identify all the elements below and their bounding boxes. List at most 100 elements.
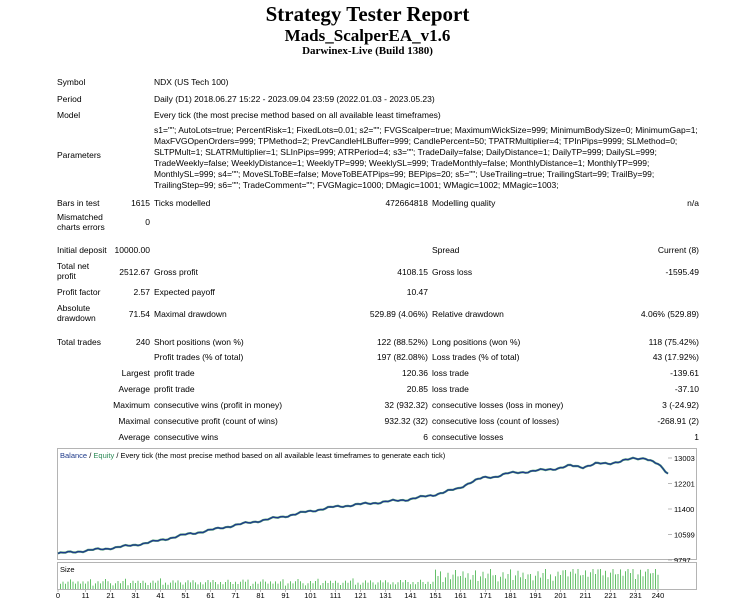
netprofit-label-2: profit: [57, 271, 76, 281]
absdd-value: 71.54: [128, 309, 150, 319]
legend-balance: Balance: [60, 451, 88, 460]
x-tick-label: 111: [330, 591, 341, 600]
ticks-label: Ticks modelled: [154, 198, 211, 208]
report-title: Strategy Tester Report: [265, 2, 470, 26]
model-label: Model: [57, 110, 81, 120]
parameters-label: Parameters: [57, 150, 101, 160]
parameters-value: s1=""; AutoLots=true; PercentRisk=1; Fix…: [154, 125, 698, 190]
period-value: Daily (D1) 2018.06.27 15:22 - 2023.09.04…: [154, 94, 435, 104]
quality-value: n/a: [687, 198, 699, 208]
x-tick-label: 151: [429, 591, 442, 600]
payoff-value: 10.47: [406, 287, 428, 297]
deposit-label: Initial deposit: [57, 245, 107, 255]
x-tick-label: 181: [504, 591, 517, 600]
max-cons-wins-label: consecutive wins (profit in money): [154, 400, 283, 410]
maximal-cons-profit-value: 932.32 (32): [384, 416, 428, 426]
model-value: Every tick (the most precise method base…: [154, 110, 441, 120]
trades-value: 240: [135, 337, 150, 347]
x-tick-label: 211: [580, 591, 592, 600]
period-label: Period: [57, 94, 82, 104]
x-tick-label: 91: [281, 591, 289, 600]
average-label: Average: [118, 384, 150, 394]
short-value: 122 (88.52%): [376, 337, 428, 347]
maximum-label: Maximum: [113, 400, 150, 410]
max-cons-wins-value: 32 (932.32): [384, 400, 428, 410]
profit-trades-label: Profit trades (% of total): [154, 352, 244, 362]
ticks-value: 472664818: [385, 198, 428, 208]
x-tick-label: 11: [82, 591, 90, 600]
maximal-cons-profit-label: consecutive profit (count of wins): [154, 416, 278, 426]
max-cons-losses-value: 3 (-24.92): [662, 400, 699, 410]
x-tick-label: 0: [56, 591, 60, 600]
largest-profit-label: profit trade: [154, 368, 195, 378]
bars-value: 1615: [131, 198, 150, 208]
legend-sep: /: [89, 451, 92, 460]
long-value: 118 (75.42%): [648, 337, 699, 347]
average2-label: Average: [118, 432, 150, 442]
x-tick-label: 231: [629, 591, 642, 600]
maximal-cons-loss-label: consecutive loss (count of losses): [432, 416, 560, 426]
grossprofit-label: Gross profit: [154, 267, 198, 277]
largest-loss-label: loss trade: [432, 368, 469, 378]
netprofit-label-1: Total net: [57, 261, 90, 271]
reldd-label: Relative drawdown: [432, 309, 504, 319]
average-loss-value: -37.10: [674, 384, 699, 394]
x-tick-label: 240: [652, 591, 665, 600]
deposit-value: 10000.00: [114, 245, 150, 255]
balance-chart-frame: [57, 448, 697, 560]
maximal-cons-loss-value: -268.91 (2): [657, 416, 699, 426]
loss-trades-value: 43 (17.92%): [652, 352, 699, 362]
average-loss-label: loss trade: [432, 384, 469, 394]
reldd-value: 4.06% (529.89): [640, 309, 699, 319]
spread-value: Current (8): [657, 245, 699, 255]
max-cons-losses-label: consecutive losses (loss in money): [432, 400, 564, 410]
x-tick-label: 61: [206, 591, 214, 600]
spread-label: Spread: [432, 245, 460, 255]
x-tick-label: 121: [354, 591, 367, 600]
x-tick-label: 31: [131, 591, 139, 600]
size-label: Size: [60, 565, 75, 574]
loss-trades-label: Loss trades (% of total): [432, 352, 520, 362]
quality-label: Modelling quality: [432, 198, 496, 208]
expert-name: Mads_ScalperEA_v1.6: [284, 26, 451, 45]
avg-cons-wins-label: consecutive wins: [154, 432, 219, 442]
average-profit-label: profit trade: [154, 384, 195, 394]
mismatch-label-1: Mismatched: [57, 212, 103, 222]
x-tick-label: 171: [479, 591, 492, 600]
avg-cons-losses-label: consecutive losses: [432, 432, 504, 442]
avg-cons-wins-value: 6: [423, 432, 428, 442]
largest-profit-value: 120.36: [402, 368, 428, 378]
x-tick-label: 51: [181, 591, 189, 600]
x-tick-label: 131: [379, 591, 392, 600]
maxdd-label: Maximal drawdown: [154, 309, 227, 319]
long-label: Long positions (won %): [432, 337, 521, 347]
grossloss-label: Gross loss: [432, 267, 473, 277]
symbol-value: NDX (US Tech 100): [154, 77, 229, 87]
x-tick-label: 71: [231, 591, 239, 600]
netprofit-value: 2512.67: [119, 267, 150, 277]
x-tick-label: 81: [256, 591, 264, 600]
chart-legend: Balance / Equity / Every tick (the most …: [60, 451, 445, 461]
profit-trades-value: 197 (82.08%): [376, 352, 428, 362]
mismatch-label-2: charts errors: [57, 222, 105, 232]
symbol-label: Symbol: [57, 77, 86, 87]
x-tick-label: 201: [554, 591, 567, 600]
short-label: Short positions (won %): [154, 337, 244, 347]
mismatch-value: 0: [145, 217, 150, 227]
x-tick-label: 41: [156, 591, 164, 600]
x-tick-label: 161: [454, 591, 467, 600]
payoff-label: Expected payoff: [154, 287, 215, 297]
pf-label: Profit factor: [57, 287, 101, 297]
average-profit-value: 20.85: [406, 384, 428, 394]
grossloss-value: -1595.49: [665, 267, 699, 277]
maxdd-value: 529.89 (4.06%): [369, 309, 428, 319]
trades-label: Total trades: [57, 337, 101, 347]
legend-rest: / Every tick (the most precise method ba…: [116, 451, 446, 460]
absdd-label-1: Absolute: [57, 303, 91, 313]
maximal-label: Maximal: [118, 416, 150, 426]
x-tick-label: 21: [106, 591, 114, 600]
legend-equity: Equity: [93, 451, 115, 460]
avg-cons-losses-value: 1: [694, 432, 699, 442]
x-tick-label: 101: [304, 591, 317, 600]
x-tick-label: 221: [604, 591, 617, 600]
